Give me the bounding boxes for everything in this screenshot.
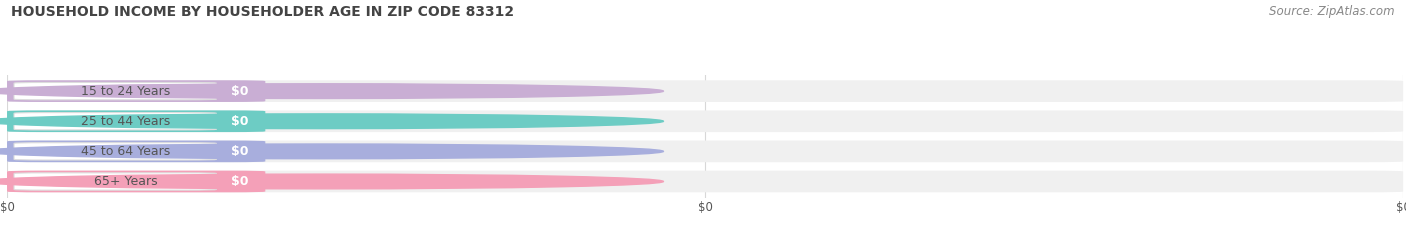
FancyBboxPatch shape [7, 110, 266, 132]
Text: 25 to 44 Years: 25 to 44 Years [80, 115, 170, 128]
FancyBboxPatch shape [7, 140, 1403, 162]
Text: 45 to 64 Years: 45 to 64 Years [80, 145, 170, 158]
FancyBboxPatch shape [7, 140, 266, 162]
Text: Source: ZipAtlas.com: Source: ZipAtlas.com [1270, 5, 1395, 18]
FancyBboxPatch shape [14, 82, 217, 100]
FancyBboxPatch shape [14, 173, 217, 190]
FancyBboxPatch shape [14, 143, 217, 160]
FancyBboxPatch shape [7, 80, 266, 102]
Circle shape [0, 114, 664, 129]
Text: 65+ Years: 65+ Years [94, 175, 157, 188]
Text: HOUSEHOLD INCOME BY HOUSEHOLDER AGE IN ZIP CODE 83312: HOUSEHOLD INCOME BY HOUSEHOLDER AGE IN Z… [11, 5, 515, 19]
Circle shape [0, 144, 664, 159]
FancyBboxPatch shape [7, 171, 1403, 192]
Circle shape [0, 174, 664, 189]
FancyBboxPatch shape [14, 113, 217, 130]
Circle shape [0, 84, 664, 99]
Text: $0: $0 [231, 85, 249, 98]
Text: $0: $0 [231, 175, 249, 188]
FancyBboxPatch shape [7, 110, 1403, 132]
Text: $0: $0 [231, 145, 249, 158]
FancyBboxPatch shape [7, 80, 1403, 102]
FancyBboxPatch shape [7, 171, 266, 192]
Text: $0: $0 [231, 115, 249, 128]
Text: 15 to 24 Years: 15 to 24 Years [80, 85, 170, 98]
